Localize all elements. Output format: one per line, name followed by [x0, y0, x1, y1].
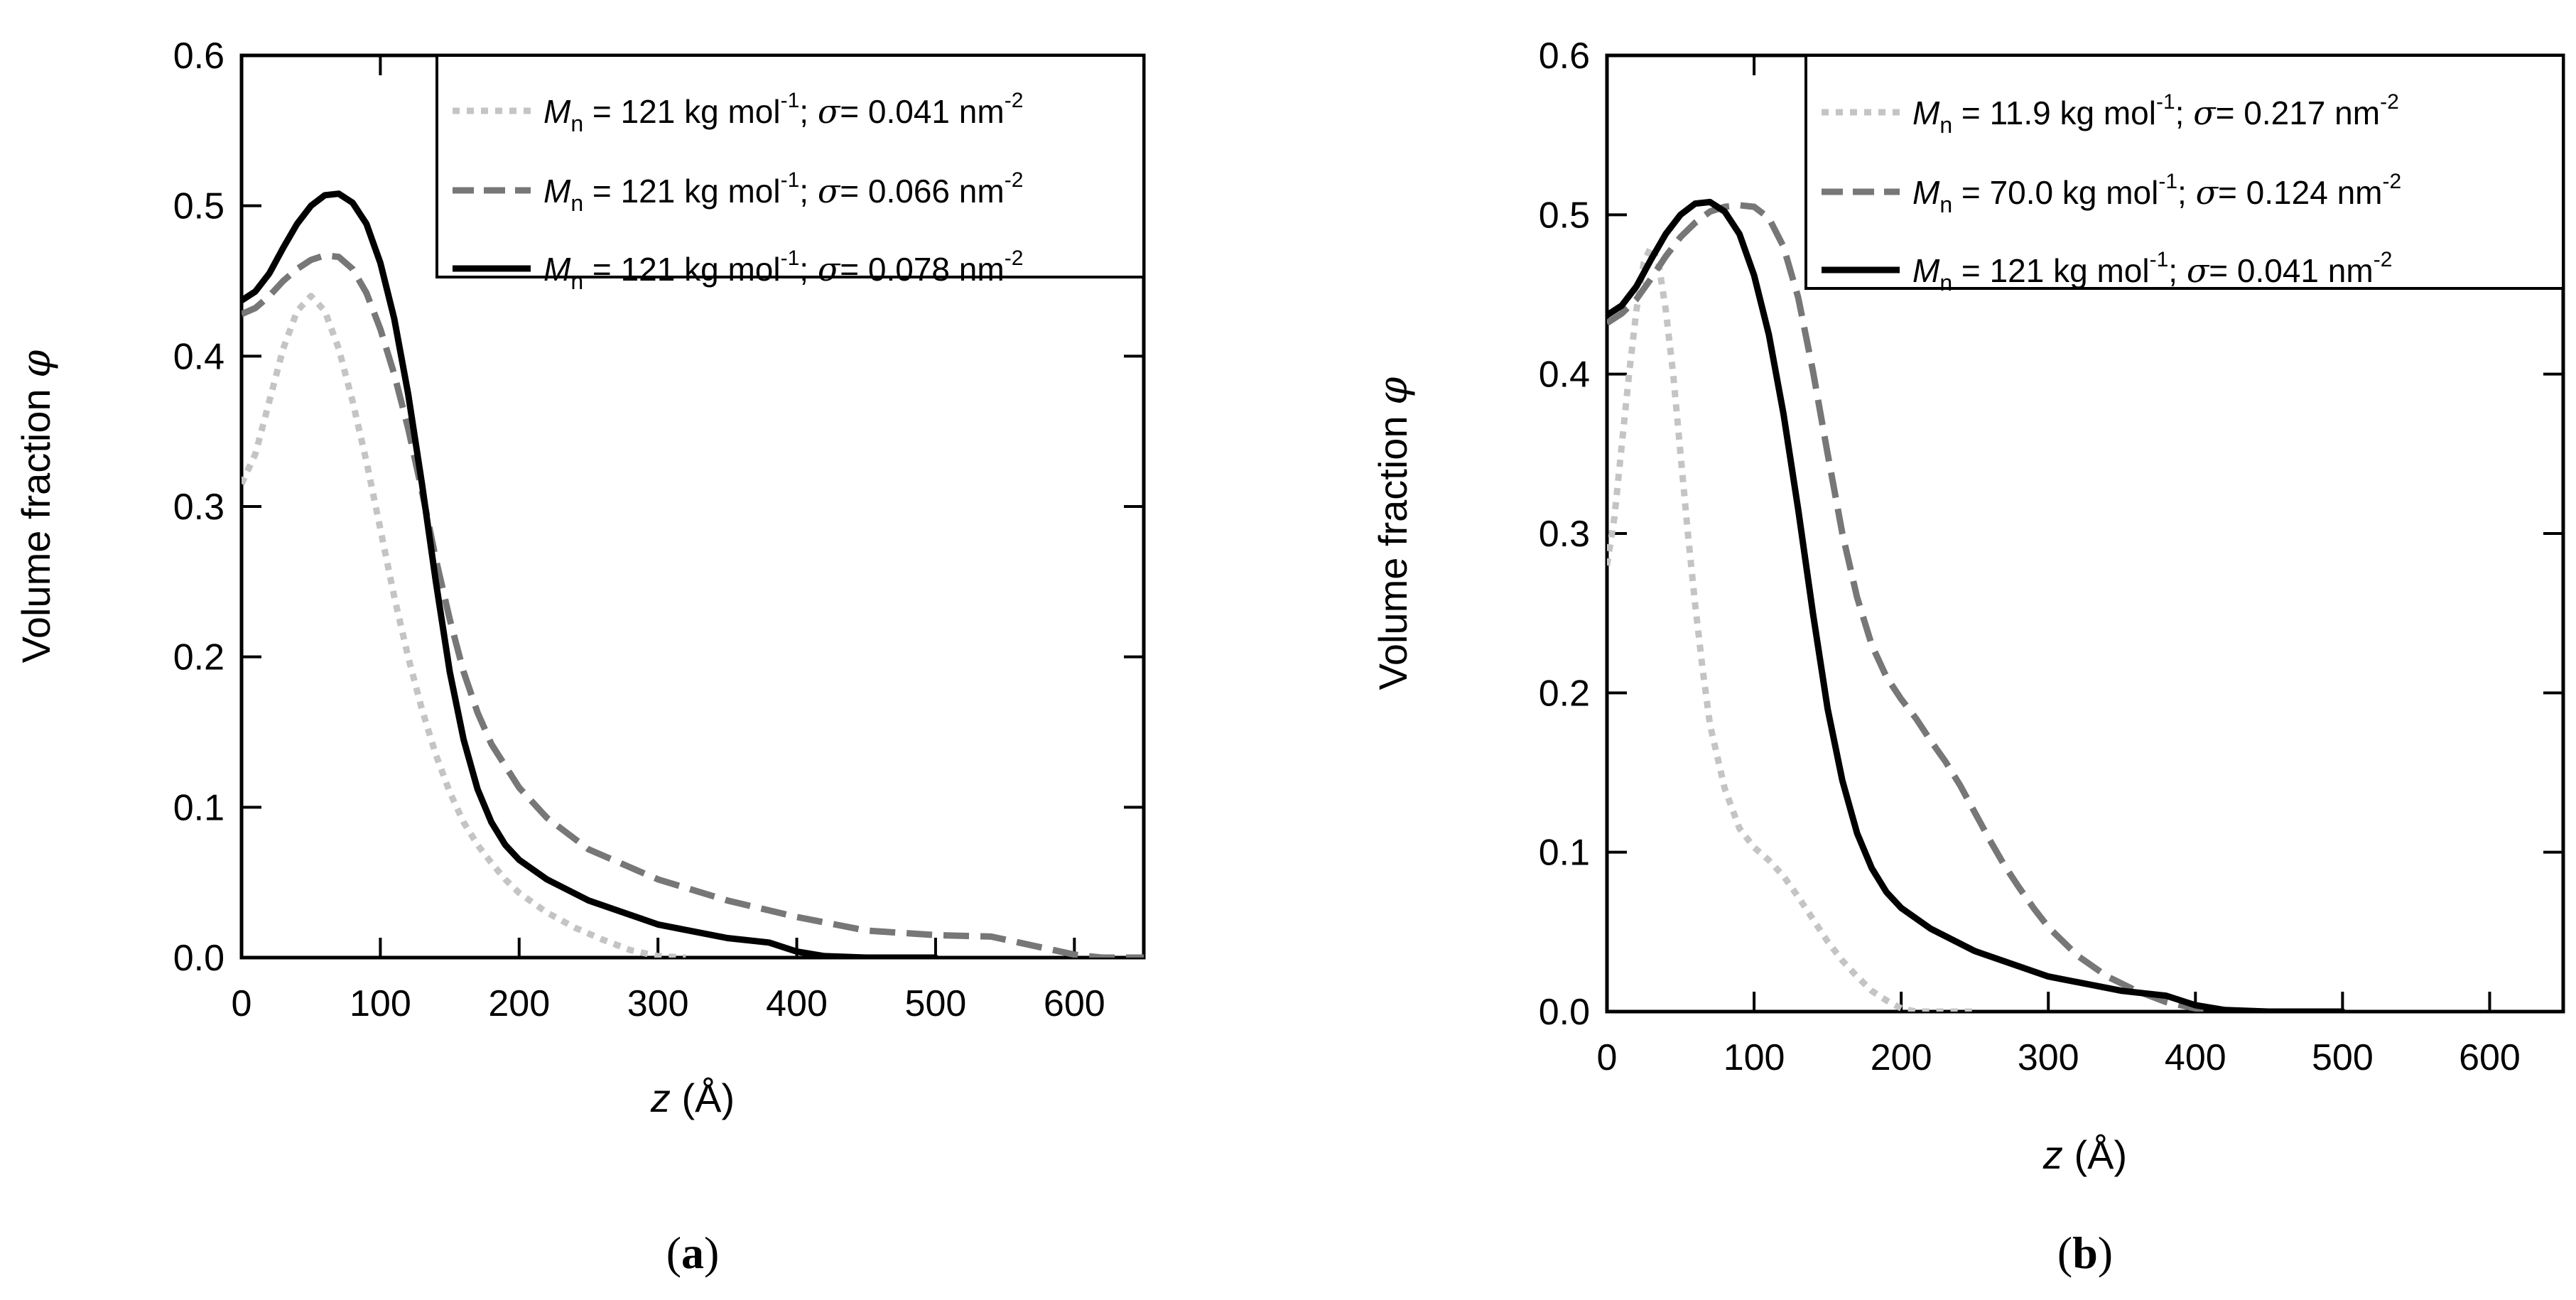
x-tick-label: 100: [350, 983, 411, 1024]
y-tick-label: 0.5: [1539, 195, 1590, 236]
y-tick-label: 0.4: [173, 336, 224, 377]
x-tick-label: 200: [488, 983, 550, 1024]
series-line-dashed: [242, 252, 1144, 958]
legend: Mn = 121 kg mol-1; σ= 0.041 nm-2 Mn = 121…: [435, 54, 1145, 294]
legend-entry: Mn = 121 kg mol-1; σ= 0.066 nm-2: [543, 168, 1023, 216]
x-tick-label: 300: [2018, 1037, 2079, 1078]
x-tick-label: 300: [627, 983, 689, 1024]
x-tick-label: 200: [1871, 1037, 1932, 1078]
legend-entry: Mn = 121 kg mol-1; σ= 0.078 nm-2: [543, 247, 1023, 294]
x-tick-label: 500: [905, 983, 967, 1024]
series-line-dashed: [1607, 202, 2269, 1012]
y-tick-label: 0.0: [173, 938, 224, 979]
y-tick-label: 0.2: [173, 637, 224, 678]
panel-label: (b): [2057, 1228, 2113, 1278]
y-tick-label: 0.2: [1539, 673, 1590, 714]
panel-label: (a): [666, 1228, 720, 1278]
legend-entry: Mn = 11.9 kg mol-1; σ= 0.217 nm-2: [1912, 90, 2399, 138]
legend-entry: Mn = 121 kg mol-1; σ= 0.041 nm-2: [543, 89, 1023, 136]
x-tick-label: 600: [2459, 1037, 2521, 1078]
y-tick-label: 0.3: [173, 487, 224, 528]
y-tick-label: 0.3: [1539, 514, 1590, 555]
y-tick-label: 0.6: [1539, 36, 1590, 77]
x-tick-label: 0: [232, 983, 252, 1024]
legend-box: [1804, 54, 2565, 290]
legend-entry: Mn = 70.0 kg mol-1; σ= 0.124 nm-2: [1912, 170, 2401, 217]
y-axis-title: Volume fraction φ: [1370, 377, 1417, 690]
legend-box: [435, 54, 1145, 278]
y-tick-label: 0.4: [1539, 354, 1590, 396]
legend-entry: Mn = 121 kg mol-1; σ= 0.041 nm-2: [1912, 248, 2392, 296]
x-tick-label: 400: [766, 983, 828, 1024]
x-tick-label: 600: [1044, 983, 1105, 1024]
series-line-solid: [1607, 198, 2346, 1012]
series-line-dotted: [1607, 243, 1975, 1012]
series-group: [242, 190, 1144, 958]
y-tick-label: 0.1: [173, 787, 224, 828]
y-tick-label: 0.0: [1539, 992, 1590, 1033]
y-axis-title: Volume fraction φ: [13, 350, 60, 663]
x-tick-label: 100: [1723, 1037, 1785, 1078]
x-axis-title: z (Å): [2042, 1132, 2127, 1177]
series-line-dotted: [242, 293, 686, 958]
chart-panel-b: 0 100 200 300 400 500 600 0.0 0.1 0.2 0.3 0.4 0.5 0.6…: [1370, 36, 2565, 1278]
x-tick-label: 400: [2165, 1037, 2226, 1078]
series-line-solid: [242, 190, 939, 958]
x-axis-title: z (Å): [650, 1076, 735, 1120]
x-tick-label: 0: [1597, 1037, 1618, 1078]
legend: Mn = 11.9 kg mol-1; σ= 0.217 nm-2 Mn = 70…: [1804, 54, 2565, 296]
x-tick-label: 500: [2312, 1037, 2374, 1078]
series-group: [1607, 198, 2346, 1012]
y-tick-label: 0.6: [173, 36, 224, 77]
y-tick-label: 0.5: [173, 186, 224, 227]
chart-panel-a: 0 100 200 300 400 500 600 0.0 0.1 0.2 0.3 0.4 0.5 0.6…: [13, 36, 1146, 1278]
y-tick-label: 0.1: [1539, 833, 1590, 874]
